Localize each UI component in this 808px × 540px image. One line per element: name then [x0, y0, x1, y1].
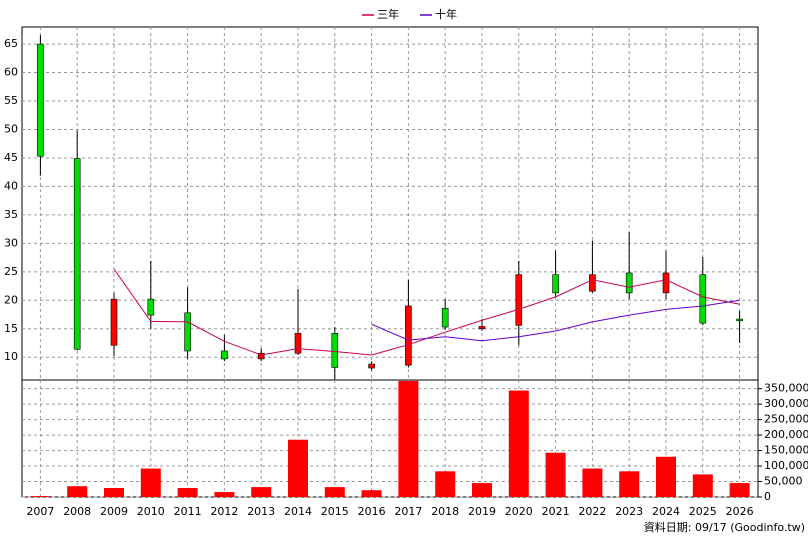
candle-body — [589, 274, 596, 292]
footnote: 資料日期: 09/17 (Goodinfo.tw) — [644, 520, 805, 534]
plot-frame — [21, 26, 759, 498]
volume-bar — [582, 468, 603, 497]
legend-label: 十年 — [435, 7, 457, 21]
y-tick-label: 60 — [4, 66, 18, 79]
x-tick-label: 2007 — [26, 505, 54, 518]
candle-body — [515, 274, 523, 326]
volume-bar — [67, 486, 88, 497]
y2-tick-label: 300,000 — [764, 397, 808, 410]
y-tick-label: 25 — [4, 265, 18, 278]
candle-body — [257, 352, 265, 360]
x-tick-label: 2019 — [468, 505, 496, 518]
x-tick-label: 2015 — [321, 505, 349, 518]
y2-tick-label: 0 — [764, 490, 771, 503]
volume-bar — [692, 474, 713, 497]
candle-body — [221, 350, 228, 360]
y-tick-label: 40 — [4, 179, 18, 192]
x-tick-label: 2012 — [210, 505, 238, 518]
candle-body — [147, 298, 155, 316]
x-tick-label: 2010 — [137, 505, 165, 518]
y2-tick-label: 150,000 — [764, 444, 808, 457]
volume-bar — [140, 468, 161, 497]
candle-body — [37, 43, 44, 157]
candle-body — [331, 333, 339, 368]
x-tick-label: 2009 — [100, 505, 128, 518]
candle-body — [662, 272, 670, 294]
y2-tick-label: 250,000 — [764, 413, 808, 426]
candle-body — [552, 274, 559, 294]
x-tick-label: 2013 — [247, 505, 275, 518]
candle-body — [699, 274, 707, 324]
y-tick-label: 45 — [4, 151, 18, 164]
x-tick-label: 2017 — [394, 505, 422, 518]
volume-bar — [214, 492, 235, 497]
volume-bar — [398, 380, 419, 497]
y-tick-label: 65 — [4, 37, 18, 50]
x-tick-label: 2011 — [174, 505, 202, 518]
y2-tick-label: 200,000 — [764, 428, 808, 441]
x-tick-label: 2016 — [358, 505, 386, 518]
y2-tick-label: 50,000 — [764, 475, 803, 488]
y-tick-label: 15 — [4, 322, 18, 335]
volume-bar — [619, 471, 640, 497]
volume-bar — [324, 487, 345, 497]
x-tick-label: 2025 — [689, 505, 717, 518]
volume-bar — [472, 483, 492, 497]
ma-line — [113, 268, 740, 356]
volume-bar — [729, 483, 750, 497]
candle-body — [73, 158, 81, 350]
volume-bar — [656, 456, 676, 497]
volume-bar — [508, 390, 529, 497]
volume-bar — [545, 452, 566, 497]
x-tick-label: 2023 — [615, 505, 643, 518]
volume-bar — [177, 488, 198, 497]
candle-body — [368, 363, 375, 369]
y-tick-label: 20 — [4, 293, 18, 306]
x-tick-label: 2020 — [505, 505, 533, 518]
x-tick-label: 2022 — [578, 505, 606, 518]
y2-tick-label: 100,000 — [764, 459, 808, 472]
x-tick-label: 2008 — [63, 505, 91, 518]
y-tick-label: 55 — [4, 94, 18, 107]
candle-body — [625, 272, 633, 294]
candle-body — [736, 318, 743, 322]
candle-body — [184, 312, 191, 352]
candle-body — [478, 326, 486, 330]
volume-bar — [104, 488, 124, 497]
y-tick-label: 35 — [4, 208, 18, 221]
y-tick-label: 50 — [4, 122, 18, 135]
ma-line — [371, 299, 740, 342]
x-tick-label: 2018 — [431, 505, 459, 518]
candle-body — [110, 298, 118, 346]
volume-bar — [361, 490, 382, 497]
x-tick-label: 2021 — [542, 505, 570, 518]
candle-body — [294, 333, 302, 354]
candle-body — [405, 305, 412, 366]
x-tick-label: 2026 — [726, 505, 754, 518]
x-tick-label: 2024 — [652, 505, 680, 518]
volume-bar — [251, 487, 272, 497]
y-tick-label: 10 — [4, 350, 18, 363]
x-tick-label: 2014 — [284, 505, 312, 518]
candle-body — [441, 307, 449, 328]
volume-bar — [288, 439, 308, 497]
volume-bar — [30, 496, 51, 497]
volume-bar — [435, 471, 456, 497]
y2-tick-label: 350,000 — [764, 382, 808, 395]
legend-label: 三年 — [377, 7, 399, 21]
y-tick-label: 30 — [4, 236, 18, 249]
